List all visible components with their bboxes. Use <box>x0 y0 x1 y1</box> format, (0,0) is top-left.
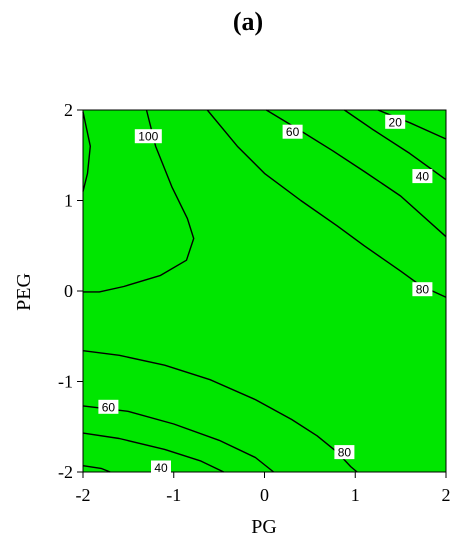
contour-label-100: 100 <box>138 130 158 144</box>
contour-label-60: 60 <box>286 125 300 139</box>
contour-label-20: 20 <box>389 115 403 129</box>
x-tick-label: -1 <box>166 485 181 505</box>
y-tick-label: -2 <box>58 462 73 482</box>
x-axis-title: PG <box>251 516 277 538</box>
y-axis: -2 -1 0 1 2 <box>58 100 83 482</box>
panel-label: (a) <box>233 7 263 36</box>
x-tick-label: 2 <box>442 485 451 505</box>
x-tick-label: 0 <box>260 485 269 505</box>
y-tick-label: 1 <box>64 191 73 211</box>
contour-label-40: 40 <box>416 170 430 184</box>
y-axis-title: PEG <box>13 273 35 311</box>
contour-label-80: 80 <box>338 446 352 460</box>
contour-label-60: 60 <box>102 400 116 414</box>
plot-area <box>83 110 446 472</box>
x-tick-label: -2 <box>76 485 91 505</box>
x-tick-label: 1 <box>351 485 360 505</box>
y-tick-label: -1 <box>58 372 73 392</box>
x-axis: -2 -1 0 1 2 <box>76 472 451 505</box>
y-tick-label: 2 <box>64 100 73 120</box>
y-tick-label: 0 <box>64 281 73 301</box>
contour-label-80: 80 <box>416 283 430 297</box>
contour-label-40: 40 <box>154 461 168 475</box>
